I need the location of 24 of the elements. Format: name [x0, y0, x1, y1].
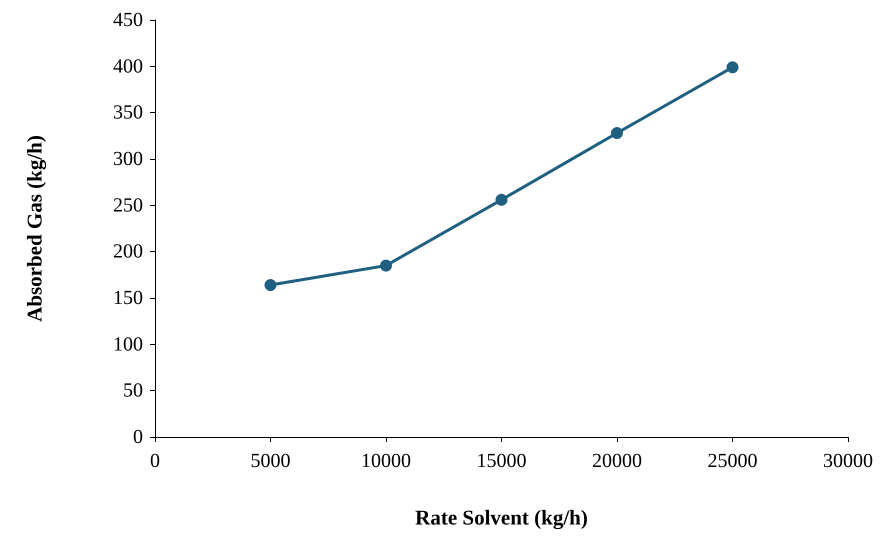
point: [611, 127, 623, 140]
x-tick-label: 15000: [476, 450, 526, 472]
y-tick-label: 350: [113, 102, 143, 124]
x-tick-label: 5000: [250, 450, 290, 472]
y-axis-title: Absorbed Gas (kg/h): [22, 135, 46, 322]
y-tick-label: 250: [113, 194, 143, 216]
x-tick-label: 25000: [708, 450, 758, 472]
y-tick-label: 100: [113, 333, 143, 356]
point: [726, 61, 738, 74]
point: [264, 279, 276, 292]
x-tick-label: 30000: [823, 450, 873, 472]
y-tick-label: 300: [113, 148, 143, 170]
x-tick-label: 0: [150, 450, 160, 472]
y-tick-label: 50: [123, 380, 143, 402]
point: [496, 194, 508, 206]
y-tick-label: 400: [113, 55, 143, 78]
y-tick-label: 200: [113, 240, 143, 263]
x-axis-title: Rate Solvent (kg/h): [415, 506, 588, 530]
point: [380, 260, 392, 272]
x-tick-label: 10000: [361, 450, 411, 472]
y-tick-label: 150: [113, 287, 143, 309]
y-tick-label: 0: [133, 426, 143, 448]
x-tick-label: 20000: [592, 450, 642, 472]
y-tick-label: 450: [113, 9, 143, 31]
